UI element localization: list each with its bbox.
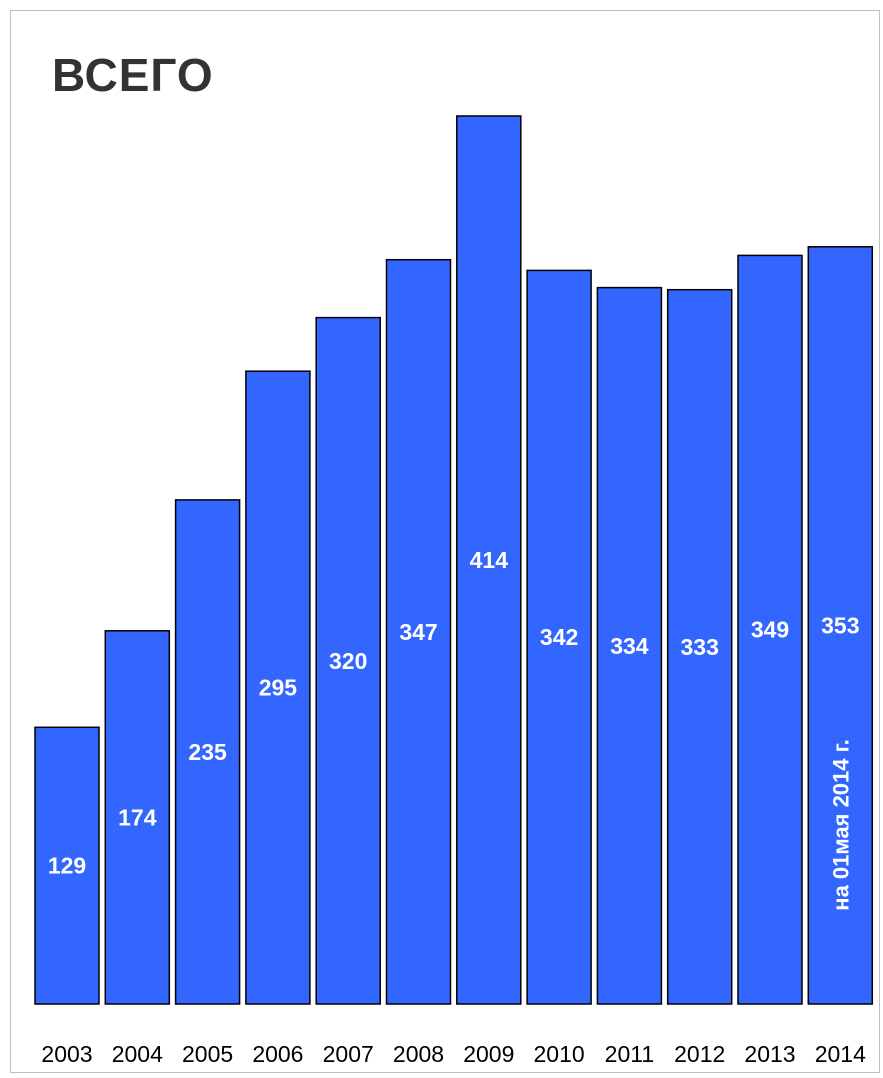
bar-2003 (34, 726, 100, 1005)
bar-2004 (104, 630, 171, 1005)
x-tick-label-2012: 2012 (674, 1041, 725, 1067)
x-tick-label-2006: 2006 (252, 1041, 303, 1067)
bar-2009 (456, 115, 522, 1005)
bar-2008 (385, 258, 452, 1005)
x-tick-label-2003: 2003 (41, 1041, 92, 1067)
value-label-2003: 129 (48, 853, 86, 879)
x-tick-label-2014: 2014 (815, 1041, 866, 1067)
x-tick-label-2004: 2004 (112, 1041, 163, 1067)
value-label-2005: 235 (188, 739, 227, 765)
value-label-2007: 320 (329, 648, 367, 674)
x-tick-label-2010: 2010 (534, 1041, 585, 1067)
value-label-2010: 342 (540, 624, 578, 650)
bar-2005 (174, 499, 241, 1005)
chart-title: ВСЕГО (52, 49, 214, 101)
bar-annotation-2014: на 01мая 2014 г. (828, 739, 853, 910)
value-label-2011: 334 (610, 633, 649, 659)
x-tick-label-2013: 2013 (744, 1041, 795, 1067)
value-label-2008: 347 (399, 619, 437, 645)
bar-2013 (737, 254, 803, 1005)
value-label-2004: 174 (118, 804, 157, 830)
value-label-2013: 349 (751, 617, 789, 643)
bar-2006 (245, 370, 311, 1005)
x-tick-label-2011: 2011 (605, 1041, 654, 1067)
bar-2011 (596, 286, 663, 1005)
x-tick-label-2009: 2009 (463, 1041, 514, 1067)
x-tick-label-2007: 2007 (323, 1041, 374, 1067)
x-tick-label-2008: 2008 (393, 1041, 444, 1067)
value-label-2014: 353 (821, 612, 859, 638)
bar-2014 (807, 246, 874, 1005)
bar-2010 (526, 269, 592, 1005)
value-label-2006: 295 (259, 675, 298, 701)
bar-2012 (666, 288, 733, 1005)
value-label-2012: 333 (681, 634, 719, 660)
bar-2007 (315, 316, 381, 1005)
x-tick-label-2005: 2005 (182, 1041, 233, 1067)
value-label-2009: 414 (470, 547, 509, 573)
